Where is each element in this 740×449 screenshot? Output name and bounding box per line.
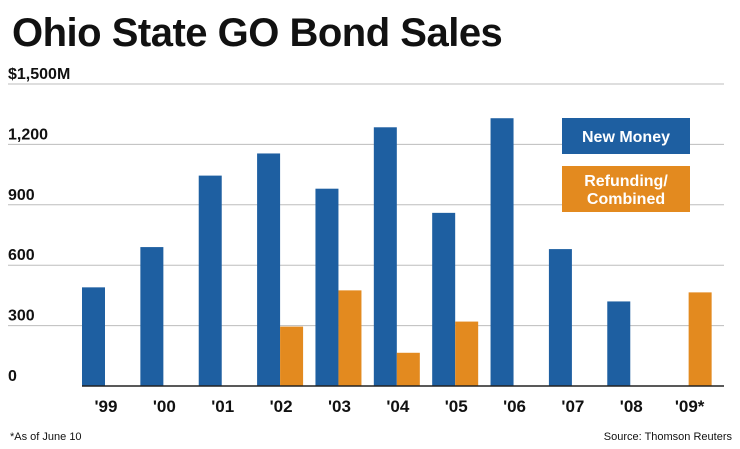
x-tick-label: '04: [386, 397, 409, 416]
bar-new-money-6: [432, 212, 456, 386]
bar-new-money-0: [82, 287, 105, 386]
x-tick-label: '02: [270, 397, 293, 416]
bar-refunding-5: [396, 352, 420, 386]
source-credit: Source: Thomson Reuters: [604, 431, 733, 443]
x-tick-label: '06: [503, 397, 526, 416]
x-tick-label: '07: [561, 397, 584, 416]
bar-new-money-9: [607, 301, 631, 386]
legend-swatch-new-money: [562, 118, 690, 154]
y-axis-tick-labels: 0 300 600 900 1,200 $1,500M: [8, 66, 70, 385]
x-tick-label: '03: [328, 397, 351, 416]
bar-new-money-1: [140, 247, 164, 386]
legend-swatch-refunding: [562, 166, 690, 212]
y-tick-label: $1,500M: [8, 66, 70, 83]
bar-new-money-8: [548, 249, 572, 386]
x-tick-label: '00: [153, 397, 176, 416]
bar-refunding-4: [338, 290, 362, 386]
bar-refunding-10: [688, 292, 712, 386]
legend-label-refunding-line: Refunding/: [584, 173, 668, 190]
x-tick-label: '05: [445, 397, 468, 416]
bar-new-money-3: [257, 153, 281, 386]
x-tick-label: '09*: [675, 397, 705, 416]
chart-title: Ohio State GO Bond Sales: [12, 11, 502, 55]
x-axis-tick-labels: '99 '00 '01 '02 '03 '04 '05 '06 '07 '08 '09*: [95, 397, 705, 416]
bar-refunding-3: [280, 326, 304, 386]
y-tick-label: 0: [8, 368, 17, 385]
bar-new-money-7: [490, 118, 514, 386]
y-tick-label: 600: [8, 247, 35, 264]
legend: New Money Refunding/Combined: [562, 118, 690, 212]
x-tick-label: '08: [620, 397, 643, 416]
y-tick-label: 900: [8, 187, 35, 204]
bar-new-money-2: [198, 175, 222, 386]
bar-refunding-6: [455, 321, 479, 386]
x-tick-label: '01: [211, 397, 234, 416]
y-tick-label: 1,200: [8, 126, 48, 143]
legend-label-new-money: New Money: [582, 129, 670, 146]
y-tick-label: 300: [8, 308, 35, 325]
bar-new-money-5: [373, 127, 397, 386]
x-tick-label: '99: [95, 397, 118, 416]
footnote: *As of June 10: [10, 431, 82, 443]
legend-label-refunding-line: Combined: [587, 191, 665, 208]
bar-new-money-4: [315, 188, 339, 386]
bars: [82, 118, 712, 386]
